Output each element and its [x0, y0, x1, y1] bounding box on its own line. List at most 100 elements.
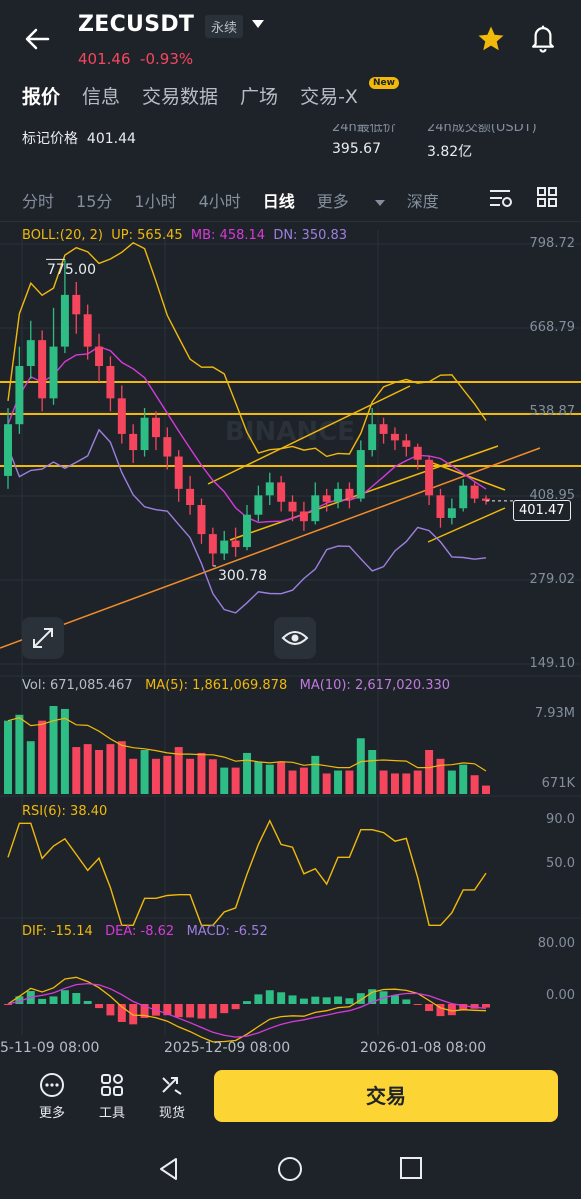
volume-bar-18: [208, 759, 217, 794]
volume-bar-22: [254, 761, 263, 794]
macd-hist-38: [436, 1004, 445, 1017]
nav-recents-icon[interactable]: [399, 1156, 423, 1180]
volume-bar-40: [459, 764, 468, 794]
macd-hist-18: [208, 1004, 217, 1019]
volume-legend: Vol: 671,085.467 MA(5): 1,861,069.878 MA…: [22, 678, 450, 693]
low-value: 395.67: [332, 141, 381, 157]
spot-button[interactable]: 现货: [150, 1072, 194, 1121]
rsi-axis-mid: 50.0: [546, 856, 575, 871]
header: ZECUSDT 永续 401.46 -0.93% 报价 信息 交易数据 广场 交…: [0, 0, 581, 120]
interval-depth[interactable]: 深度: [406, 192, 439, 211]
price-tick-1: 668.79: [529, 320, 576, 335]
tab-quote[interactable]: 报价: [22, 86, 61, 108]
interval-more[interactable]: 更多: [317, 188, 385, 212]
more-button[interactable]: 更多: [30, 1072, 74, 1121]
macd-panel: [4, 976, 490, 1043]
candle-body-15: [174, 456, 183, 489]
interval-15m[interactable]: 15分: [76, 192, 113, 211]
symbol-dropdown-icon[interactable]: [252, 20, 264, 28]
volume-bar-23: [265, 764, 274, 794]
favorite-star-icon[interactable]: [476, 24, 506, 54]
kline-chart[interactable]: BINANCE: [0, 222, 581, 1062]
price-tick-5: 149.10: [529, 656, 576, 671]
chart-top-divider: [0, 221, 581, 222]
interval-bar: 分时 15分 1小时 4小时 日线 更多 深度: [22, 188, 461, 212]
boll-dn-line: [7, 428, 487, 614]
macd-hist-42: [482, 1004, 490, 1008]
boll-legend: BOLL:(20, 2) UP: 565.45 MB: 458.14 DN: 3…: [22, 228, 347, 243]
tab-trade-data[interactable]: 交易数据: [142, 86, 219, 108]
macd-hist-4: [49, 996, 58, 1004]
visibility-button[interactable]: [274, 617, 316, 659]
volume-bar-34: [390, 773, 399, 794]
candle-body-13: [151, 417, 160, 438]
volume-bar-1: [15, 714, 24, 794]
candle-body-19: [220, 540, 229, 554]
symbol-title[interactable]: ZECUSDT: [78, 12, 195, 37]
macd-hist-39: [447, 1004, 456, 1016]
tab-info[interactable]: 信息: [82, 86, 121, 108]
interval-more-label: 更多: [316, 192, 349, 211]
interval-timeline[interactable]: 分时: [22, 192, 55, 211]
candle-body-10: [117, 398, 126, 434]
price-tick-4: 279.02: [529, 572, 576, 587]
tab-trade-x[interactable]: 交易-X: [300, 86, 358, 108]
trade-button[interactable]: 交易: [214, 1070, 558, 1122]
candle-body-30: [345, 488, 354, 499]
spot-label: 现货: [158, 1106, 185, 1121]
indicator-settings-icon[interactable]: [488, 186, 514, 210]
volume-bar-42: [482, 785, 490, 794]
back-arrow-icon[interactable]: [22, 24, 52, 54]
candle-body-16: [186, 488, 195, 506]
volume-ma5-line: [7, 717, 487, 772]
volume-bar-38: [436, 758, 445, 794]
candle-body-21: [243, 514, 251, 548]
interval-1d[interactable]: 日线: [262, 192, 295, 211]
price-tick-3: 408.95: [529, 488, 576, 503]
volume-bar-26: [299, 767, 308, 794]
price-tick-2: 538.87: [529, 404, 576, 419]
volume-value: 3.82亿: [427, 144, 473, 160]
nav-back-icon[interactable]: [156, 1156, 182, 1182]
high-marker: 775.00: [47, 262, 96, 278]
date-tick-2: 2026-01-08 08:00: [360, 1040, 487, 1056]
volume-bar-35: [402, 773, 411, 794]
interval-1h[interactable]: 1小时: [134, 192, 177, 211]
volume-bar-4: [49, 706, 58, 794]
expand-icon: [33, 628, 53, 648]
trendline-support: [0, 447, 541, 649]
volume-bar-21: [243, 752, 251, 794]
macd-hist-32: [368, 989, 377, 1004]
current-price-tag[interactable]: 401.47: [513, 500, 571, 521]
candle-body-40: [459, 485, 468, 509]
volume-bar-19: [220, 767, 229, 794]
candle-body-12: [140, 417, 149, 451]
nav-home-icon[interactable]: [277, 1156, 303, 1182]
volume-bar-15: [174, 747, 183, 794]
flag-lower: [427, 507, 506, 543]
volume-bar-39: [447, 770, 456, 794]
volume-bar-7: [83, 744, 92, 794]
interval-4h[interactable]: 4小时: [198, 192, 241, 211]
volume-bar-41: [470, 775, 479, 794]
fullscreen-button[interactable]: [22, 617, 64, 659]
bell-icon[interactable]: [528, 22, 558, 54]
candle-body-6: [72, 294, 81, 315]
low-marker: 300.78: [218, 568, 267, 584]
mark-price-value: 401.44: [86, 131, 136, 147]
volume-bar-3: [38, 720, 47, 794]
macd-hist-16: [186, 1004, 195, 1018]
candle-body-42: [482, 498, 490, 501]
tab-square[interactable]: 广场: [240, 86, 279, 108]
macd-dea: DEA: -8.62: [105, 924, 175, 939]
vol-ma10: MA(10): 2,617,020.330: [299, 678, 451, 693]
macd-hist-6: [72, 993, 81, 1004]
volume-bar-13: [151, 758, 160, 794]
candle-body-1: [15, 366, 24, 425]
volume-bar-9: [106, 744, 115, 794]
tools-button[interactable]: 工具: [90, 1072, 134, 1121]
volume-bar-2: [26, 741, 35, 794]
candle-body-39: [447, 508, 456, 518]
candle-body-27: [311, 495, 320, 522]
layout-grid-icon[interactable]: [536, 186, 558, 208]
